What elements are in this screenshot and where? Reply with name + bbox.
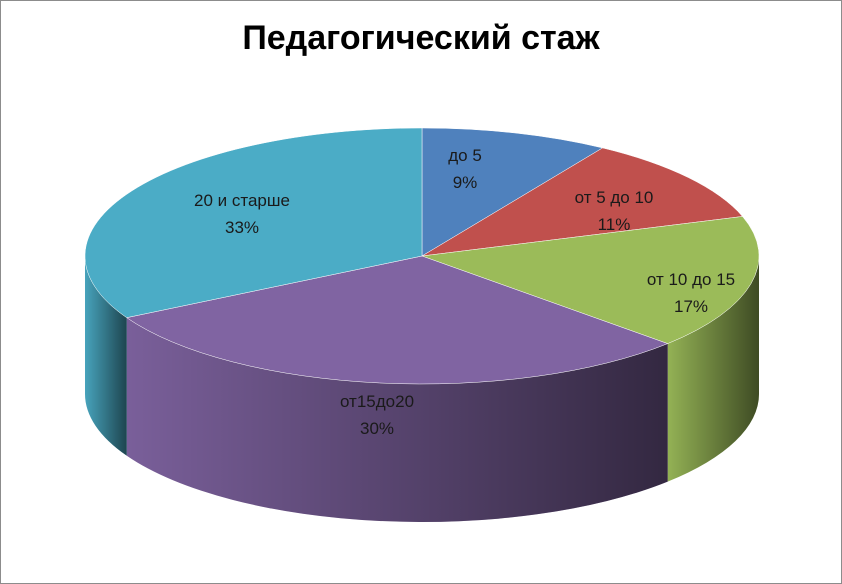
slice-percent-label: 9% <box>453 173 478 192</box>
pie-slice-от-10-до-15[interactable] <box>421 216 760 344</box>
slice-category-label: от15до20 <box>340 392 414 411</box>
pie-slice-20-и-старше[interactable] <box>84 127 423 318</box>
slice-percent-label: 30% <box>360 419 394 438</box>
slice-category-label: от 5 до 10 <box>575 188 654 207</box>
pie-slice-до-5[interactable] <box>421 127 604 257</box>
slice-percent-label: 33% <box>225 218 259 237</box>
slice-category-label: от 10 до 15 <box>647 270 735 289</box>
pie-slice-от-5-до-10[interactable] <box>421 147 743 257</box>
pie-side-shade-от-10-до-15 <box>667 256 759 482</box>
pie-side-shade-20-и-старше <box>85 256 127 456</box>
pie-slice-от15до20[interactable] <box>126 255 669 385</box>
slice-percent-label: 11% <box>598 215 631 234</box>
chart-title: Педагогический стаж <box>242 19 600 57</box>
slice-percent-label: 17% <box>674 297 708 316</box>
slice-category-label: до 5 <box>448 146 482 165</box>
slice-category-label: 20 и старше <box>194 191 290 210</box>
